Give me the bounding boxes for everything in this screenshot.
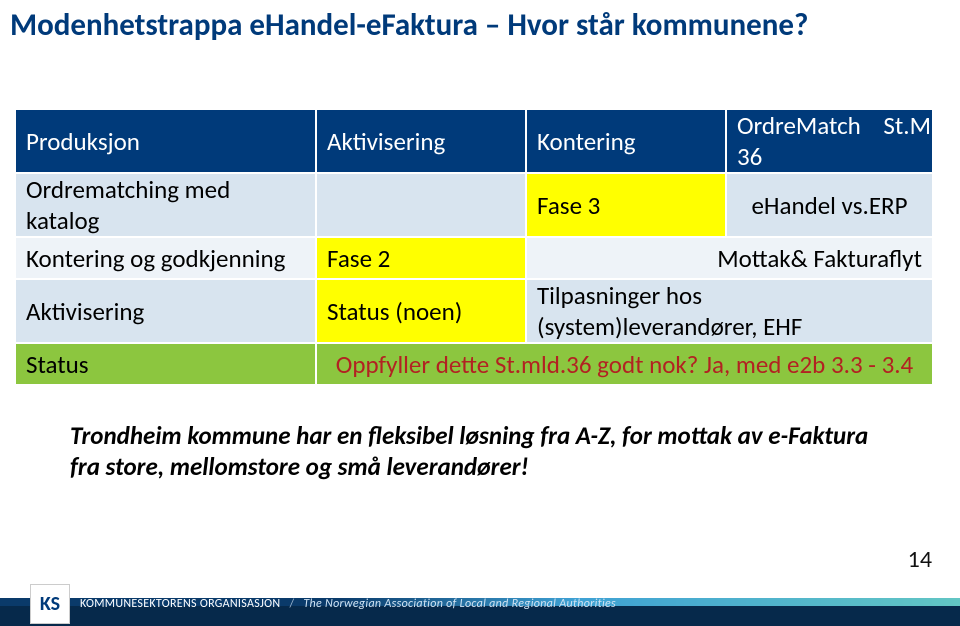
table-header-row: Produksjon Aktivisering Kontering OrdreM… bbox=[16, 110, 932, 173]
slide-title: Modenhetstrappa eHandel-eFaktura – Hvor … bbox=[10, 6, 808, 44]
footer: KS KOMMUNESEKTORENS ORGANISASJON / The N… bbox=[0, 582, 960, 626]
r4c1: Status bbox=[16, 343, 316, 385]
r3c34: Tilpasninger hos (system)leverandører, E… bbox=[526, 279, 932, 343]
hdr-kontering: Kontering bbox=[526, 110, 726, 173]
table-row: Aktivisering Status (noen) Tilpasninger … bbox=[16, 279, 932, 343]
slide: Modenhetstrappa eHandel-eFaktura – Hvor … bbox=[0, 0, 960, 626]
footer-org1: KOMMUNESEKTORENS ORGANISASJON bbox=[80, 597, 280, 611]
r2c2-fase2: Fase 2 bbox=[316, 237, 526, 279]
ks-logo: KS bbox=[30, 584, 70, 624]
footer-org-text: KOMMUNESEKTORENS ORGANISASJON / The Norw… bbox=[80, 597, 616, 611]
r1c1: Ordrematching med katalog bbox=[16, 173, 316, 237]
r3c2-status: Status (noen) bbox=[316, 279, 526, 343]
footer-org2: The Norwegian Association of Local and R… bbox=[303, 597, 616, 611]
hdr-produksjon: Produksjon bbox=[16, 110, 316, 173]
page-number: 14 bbox=[908, 545, 932, 574]
footer-logo-block: KS KOMMUNESEKTORENS ORGANISASJON / The N… bbox=[30, 584, 616, 624]
table-row: Kontering og godkjenning Fase 2 Mottak& … bbox=[16, 237, 932, 279]
r1c2 bbox=[316, 173, 526, 237]
hdr-aktivisering: Aktivisering bbox=[316, 110, 526, 173]
r3c1: Aktivisering bbox=[16, 279, 316, 343]
r4c234: Oppfyller dette St.mld.36 godt nok? Ja, … bbox=[316, 343, 932, 385]
r2c1: Kontering og godkjenning bbox=[16, 237, 316, 279]
quote-text: Trondheim kommune har en fleksibel løsni… bbox=[70, 420, 890, 483]
footer-divider: / bbox=[289, 597, 294, 611]
table-row: Ordrematching med katalog Fase 3 eHandel… bbox=[16, 173, 932, 237]
table-row: Status Oppfyller dette St.mld.36 godt no… bbox=[16, 343, 932, 385]
r2c34: Mottak& Fakturaflyt bbox=[526, 237, 932, 279]
r1c4: eHandel vs.ERP bbox=[726, 173, 932, 237]
hdr-ordrematch: OrdreMatch St.Mld 36 bbox=[726, 110, 932, 173]
hdr-ordrematch-label: OrdreMatch bbox=[737, 110, 861, 141]
r1c3-fase3: Fase 3 bbox=[526, 173, 726, 237]
r4-redtext: Oppfyller dette St.mld.36 godt nok? Ja, … bbox=[336, 349, 913, 380]
maturity-table: Produksjon Aktivisering Kontering OrdreM… bbox=[16, 110, 932, 386]
